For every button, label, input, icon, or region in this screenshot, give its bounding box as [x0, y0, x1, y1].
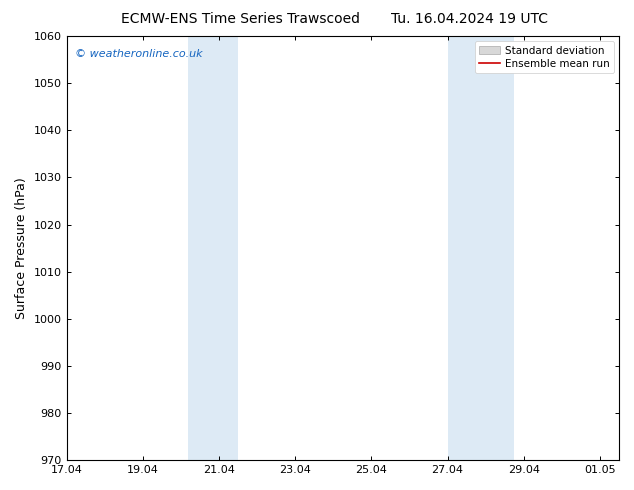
Legend: Standard deviation, Ensemble mean run: Standard deviation, Ensemble mean run — [475, 41, 614, 73]
Text: ECMW-ENS Time Series Trawscoed: ECMW-ENS Time Series Trawscoed — [122, 12, 360, 26]
Y-axis label: Surface Pressure (hPa): Surface Pressure (hPa) — [15, 177, 28, 319]
Text: Tu. 16.04.2024 19 UTC: Tu. 16.04.2024 19 UTC — [391, 12, 548, 26]
Text: © weatheronline.co.uk: © weatheronline.co.uk — [75, 49, 202, 59]
Bar — [188, 36, 238, 460]
Bar — [448, 36, 514, 460]
